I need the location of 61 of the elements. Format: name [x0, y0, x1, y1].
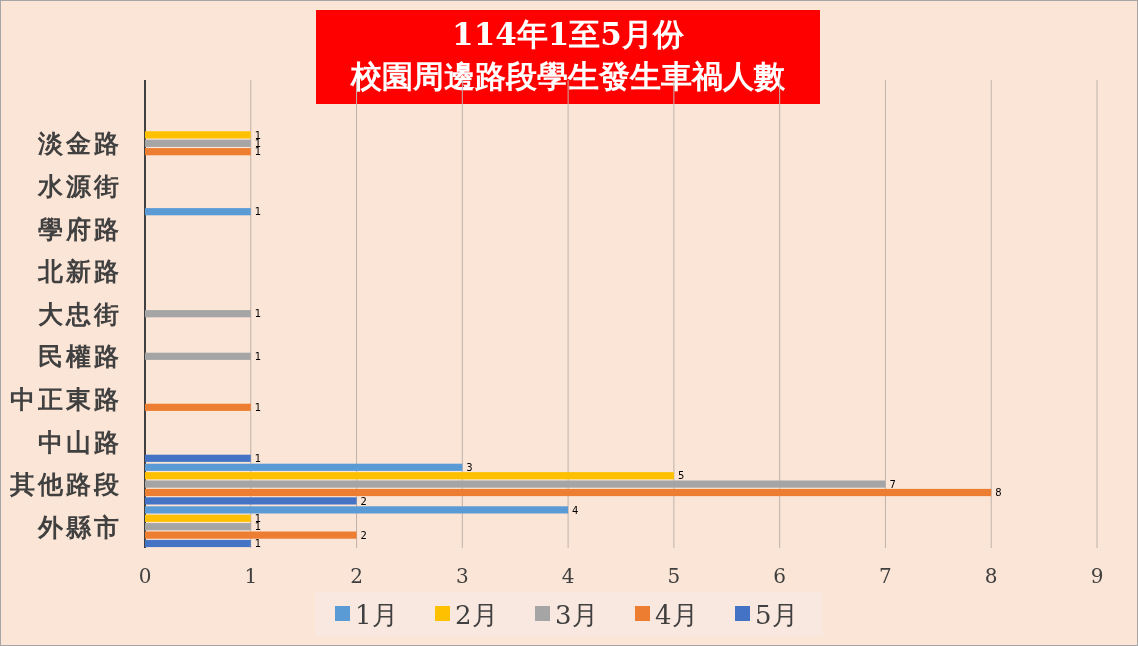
data-label: 1	[254, 206, 262, 218]
y-tick-label: 其他路段	[9, 470, 122, 500]
bar	[145, 523, 251, 531]
y-tick-label: 水源街	[37, 171, 122, 201]
data-label: 1	[254, 350, 262, 362]
data-label: 8	[995, 487, 1002, 499]
legend-label: 3月	[555, 600, 598, 630]
bar	[145, 463, 463, 471]
bar	[145, 310, 251, 318]
bar	[145, 148, 251, 156]
legend-label: 5月	[755, 600, 798, 630]
data-label: 1	[254, 308, 262, 320]
x-tick-label: 4	[561, 564, 575, 588]
bar	[145, 506, 569, 514]
bar	[145, 472, 674, 480]
bar	[145, 131, 251, 139]
data-label: 2	[360, 495, 367, 507]
bar	[145, 514, 251, 522]
x-tick-label: 3	[455, 564, 469, 588]
chart-subtitle: 校園周邊路段學生發生車禍人數	[350, 58, 786, 94]
x-tick-label: 8	[984, 564, 998, 588]
data-label: 1	[254, 512, 262, 524]
x-tick-label: 0	[138, 564, 152, 588]
data-label: 1	[254, 146, 262, 158]
data-label: 1	[254, 538, 262, 550]
data-label: 1	[254, 521, 262, 533]
legend-label: 2月	[455, 600, 498, 630]
data-label: 1	[254, 452, 262, 464]
y-tick-label: 淡金路	[37, 129, 122, 159]
data-label: 5	[677, 470, 685, 482]
bar	[145, 497, 357, 505]
bar	[145, 531, 357, 539]
y-tick-label: 學府路	[38, 214, 122, 244]
data-label: 1	[254, 401, 262, 413]
x-tick-label: 6	[773, 564, 787, 588]
y-tick-label: 大忠街	[38, 299, 122, 329]
data-label: 3	[466, 461, 473, 473]
x-tick-label: 2	[350, 564, 363, 588]
data-label: 7	[889, 478, 896, 490]
legend-label: 1月	[355, 600, 398, 630]
y-tick-label: 中正東路	[10, 384, 122, 414]
x-tick-label: 7	[879, 564, 892, 588]
bar	[145, 454, 251, 462]
x-tick-label: 9	[1090, 564, 1104, 588]
legend-label: 4月	[655, 600, 698, 630]
bar	[145, 480, 886, 488]
bar	[145, 403, 251, 411]
chart-title: 114年1至5月份	[452, 16, 685, 52]
y-tick-label: 外縣市	[37, 512, 122, 542]
y-tick-label: 中山路	[38, 427, 122, 457]
x-tick-label: 5	[667, 564, 681, 588]
y-tick-label: 民權路	[38, 342, 122, 372]
bar	[145, 208, 251, 216]
data-label: 4	[572, 504, 579, 516]
x-tick-label: 1	[244, 564, 258, 588]
y-tick-label: 北新路	[37, 257, 122, 287]
bar	[145, 352, 251, 360]
bar	[145, 539, 251, 548]
bar	[145, 488, 992, 497]
bar	[145, 139, 251, 147]
data-label: 2	[360, 529, 367, 541]
